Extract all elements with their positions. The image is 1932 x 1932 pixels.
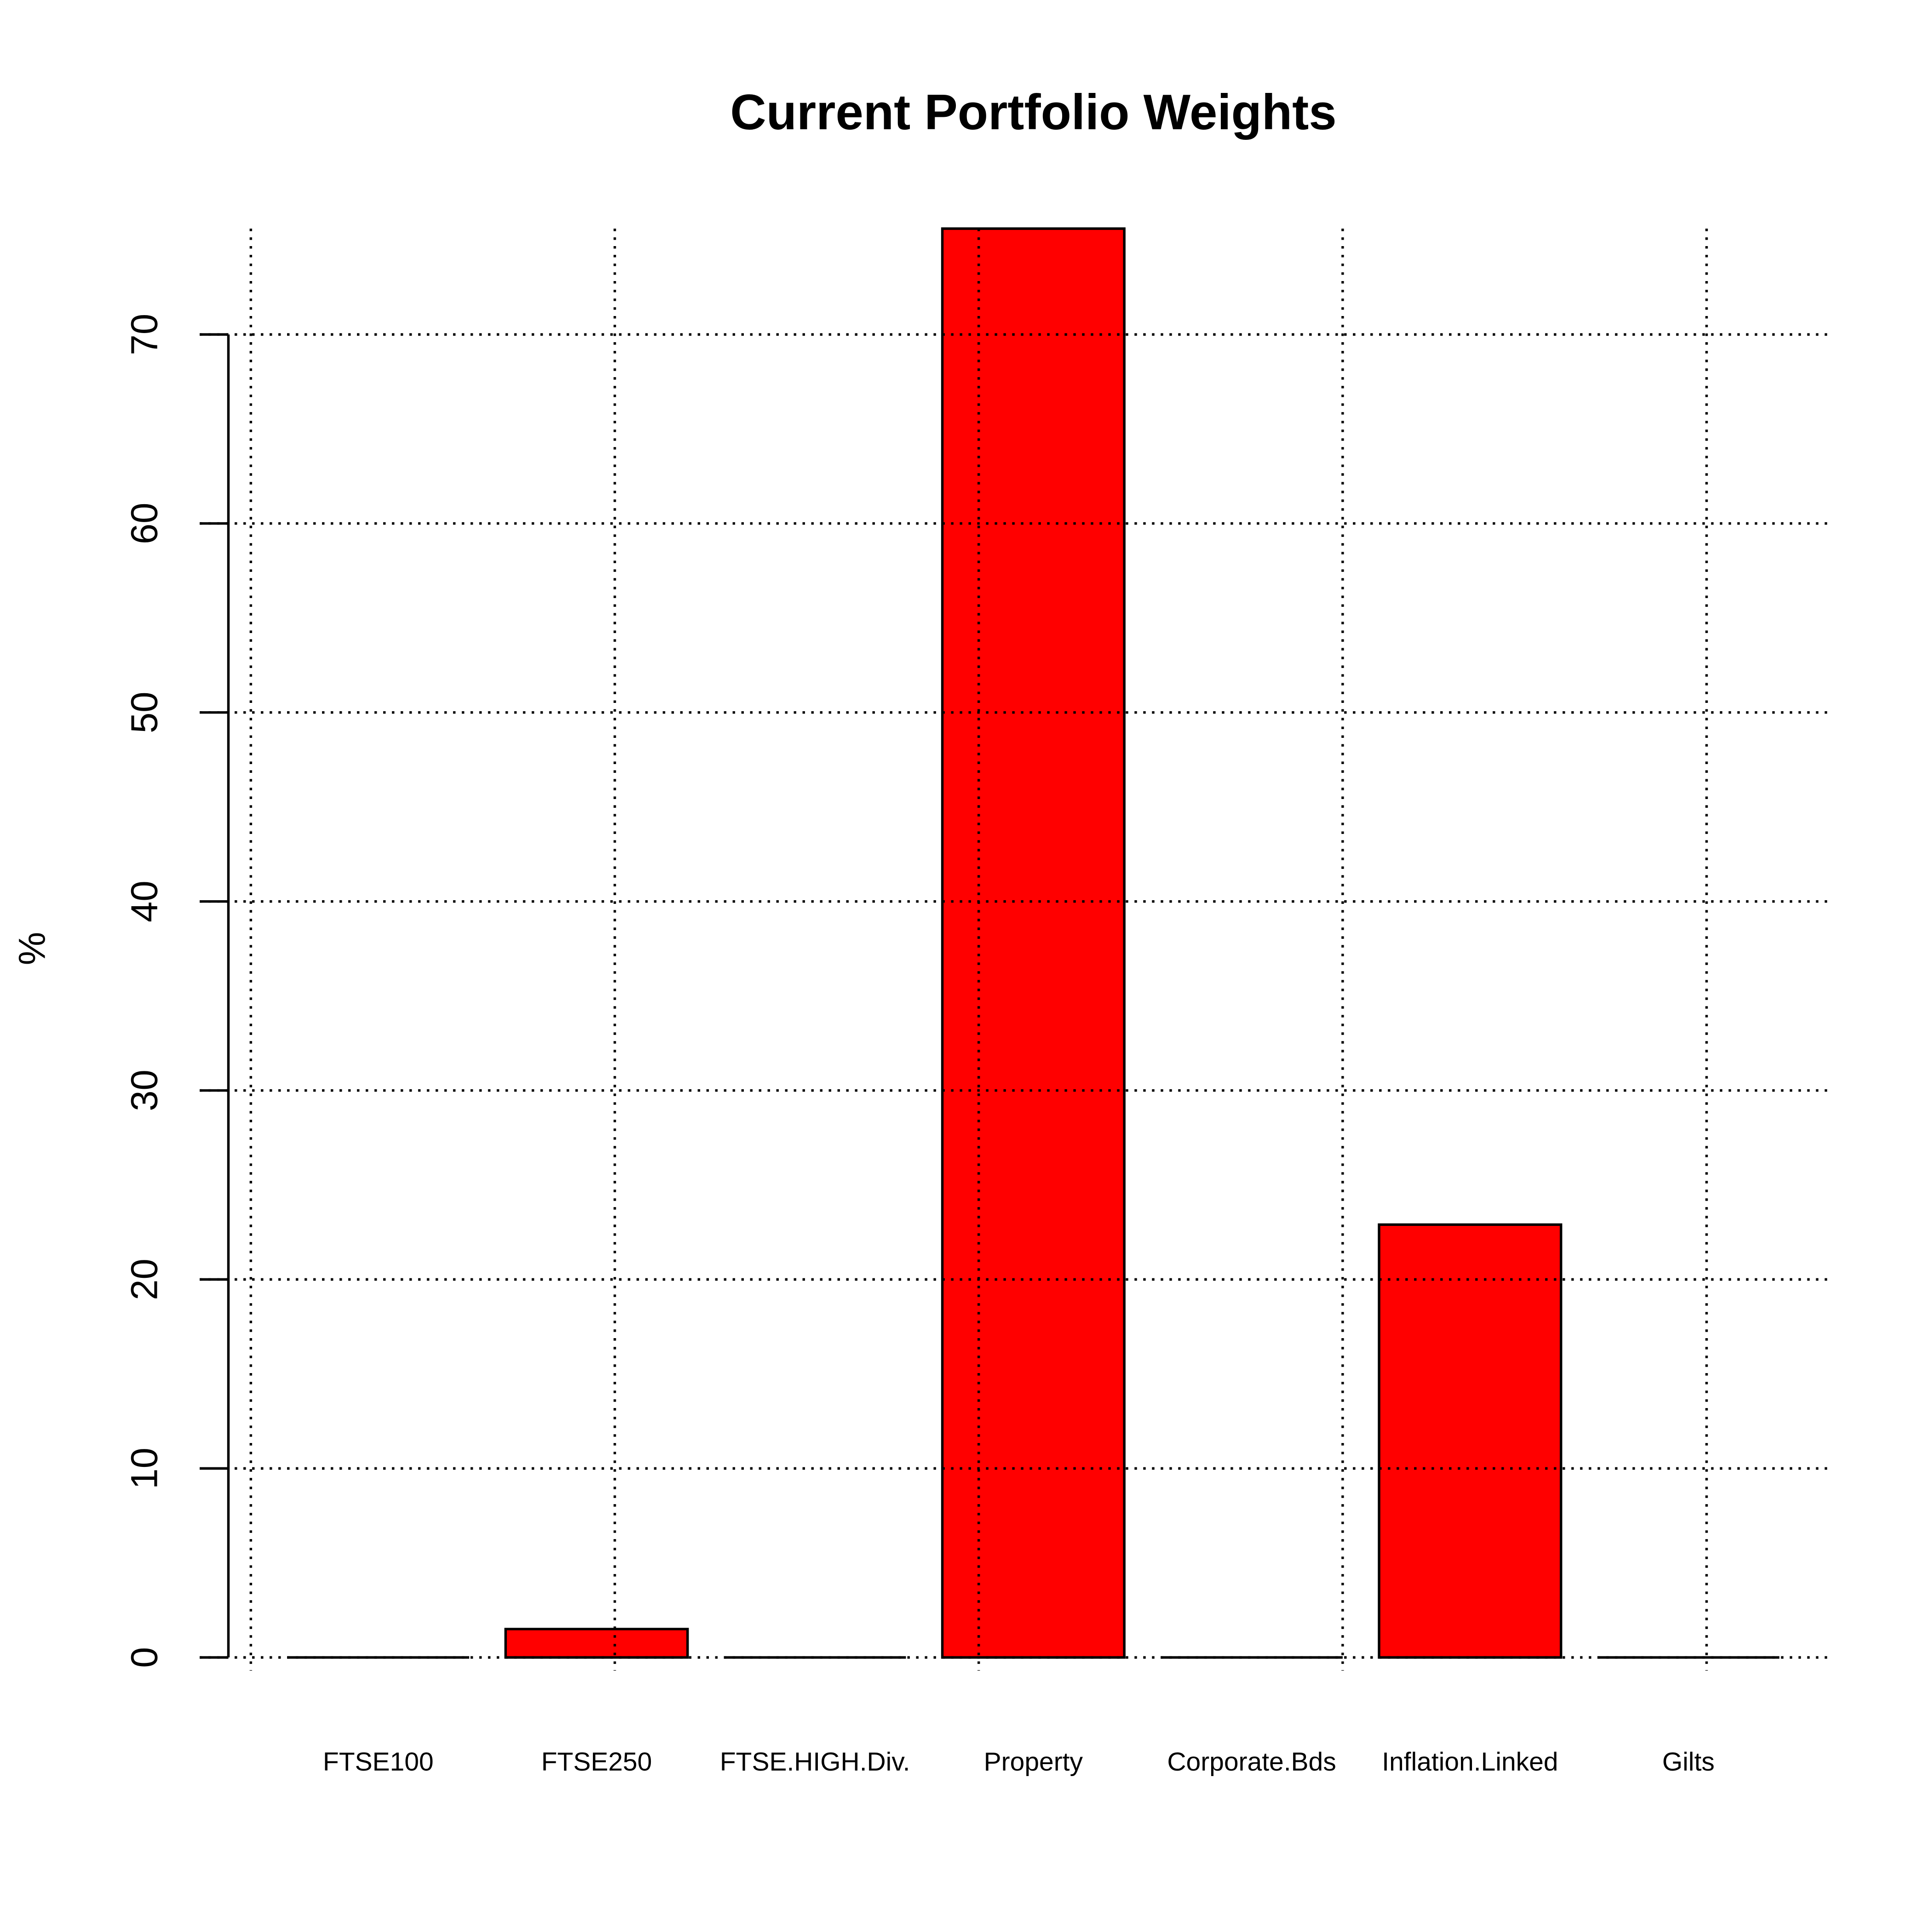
bar xyxy=(504,1627,689,1659)
x-tick-label: FTSE.HIGH.Div. xyxy=(720,1747,910,1777)
x-tick-label: Property xyxy=(984,1747,1083,1777)
x-tick-label: FTSE100 xyxy=(323,1747,434,1777)
y-tick-label: 70 xyxy=(124,314,166,356)
chart-title: Current Portfolio Weights xyxy=(730,84,1336,140)
y-tick-label: 0 xyxy=(124,1647,166,1668)
x-tick-label: Inflation.Linked xyxy=(1382,1747,1558,1777)
y-tick-label: 60 xyxy=(124,503,166,545)
y-tick-label: 30 xyxy=(124,1070,166,1111)
y-tick-label: 40 xyxy=(124,880,166,922)
x-tick-label: Corporate.Bds xyxy=(1167,1747,1336,1777)
y-axis-label: % xyxy=(11,932,53,965)
bar xyxy=(941,227,1126,1659)
x-tick-label: Gilts xyxy=(1662,1747,1714,1777)
y-tick-label: 50 xyxy=(124,692,166,734)
y-tick-label: 10 xyxy=(124,1448,166,1489)
y-tick-label: 20 xyxy=(124,1259,166,1300)
bar xyxy=(1378,1223,1563,1659)
x-tick-label: FTSE250 xyxy=(541,1747,652,1777)
